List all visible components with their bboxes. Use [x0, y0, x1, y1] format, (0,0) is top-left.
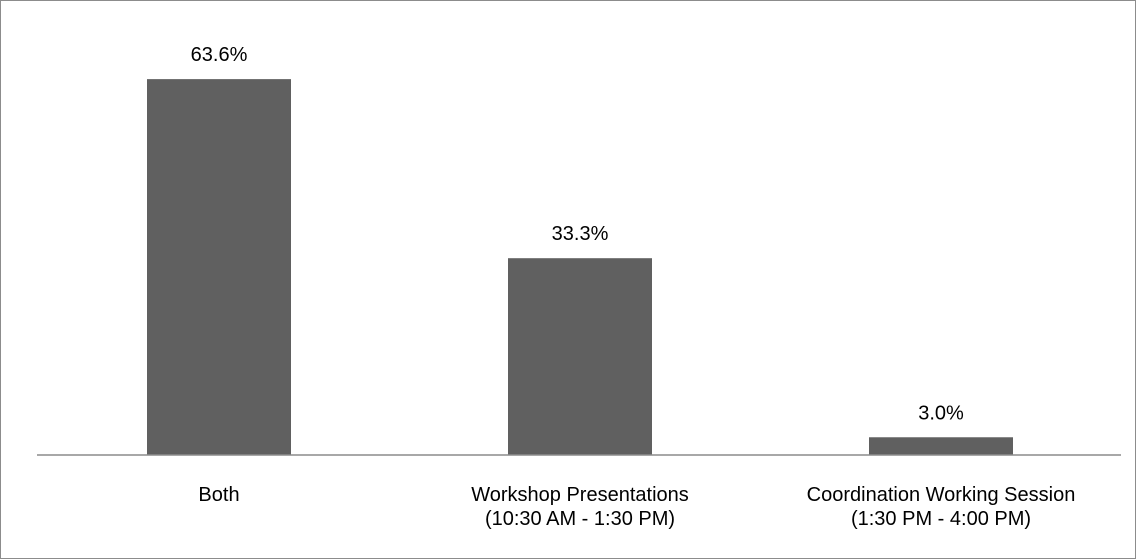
category-label-0: Both: [198, 484, 239, 506]
category-label-1-line-0: Workshop Presentations: [471, 484, 689, 506]
bar-0: [147, 79, 291, 456]
category-label-2-line-1: (1:30 PM - 4:00 PM): [851, 508, 1031, 530]
data-label-1: 33.3%: [552, 223, 609, 245]
bars-layer: [147, 79, 1013, 456]
data-label-0: 63.6%: [191, 44, 248, 66]
labels-layer: 63.6% 33.3% 3.0%: [191, 44, 964, 424]
category-label-1-line-1: (10:30 AM - 1:30 PM): [485, 508, 675, 530]
category-label-0-line-0: Both: [198, 484, 239, 506]
bar-2: [869, 437, 1013, 455]
bar-1: [508, 258, 652, 455]
data-label-2: 3.0%: [918, 402, 964, 424]
category-label-2-line-0: Coordination Working Session: [807, 484, 1076, 506]
category-label-2: Coordination Working Session (1:30 PM - 4…: [807, 484, 1076, 530]
category-label-1: Workshop Presentations (10:30 AM - 1:30 P…: [471, 484, 689, 530]
ticks-layer: Both Workshop Presentations (10:30 AM - 1:…: [198, 484, 1075, 530]
